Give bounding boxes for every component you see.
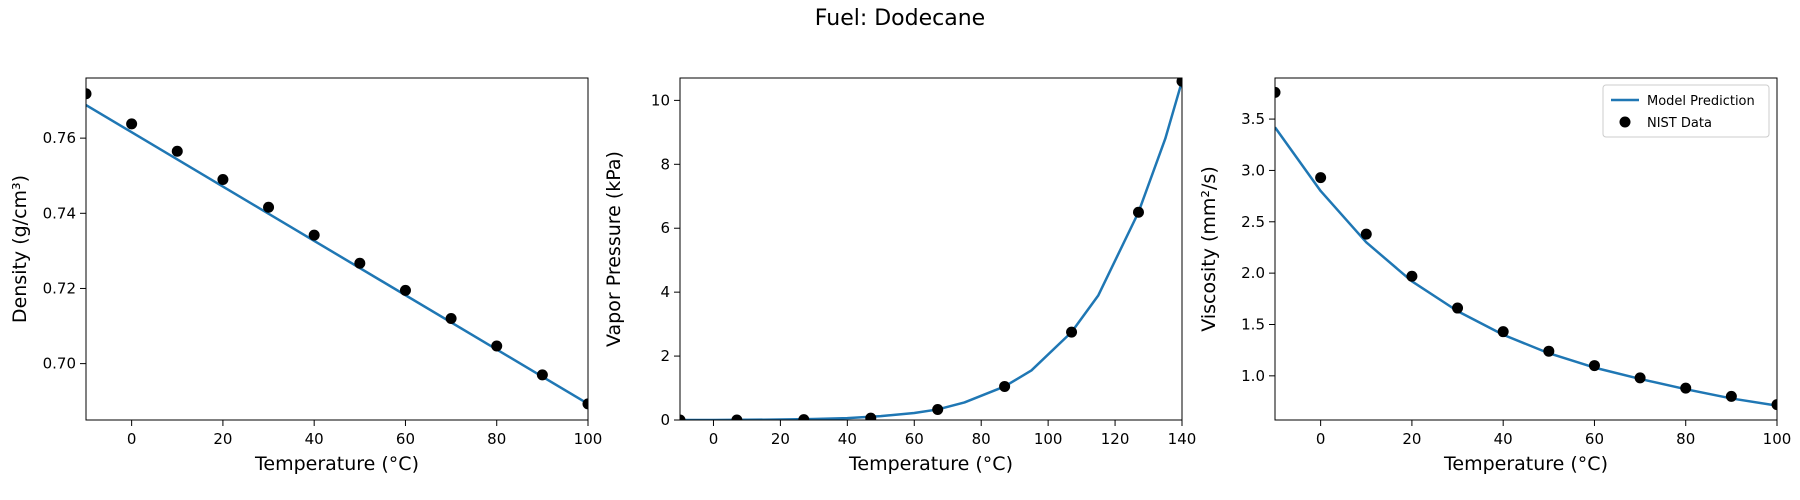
- x-tick-label: 0: [1316, 430, 1326, 448]
- x-tick-label: 100: [1763, 430, 1792, 448]
- nist-data-point: [263, 201, 275, 213]
- y-tick-label: 3.0: [1241, 161, 1265, 179]
- nist-data-point: [491, 340, 503, 352]
- nist-data-point: [126, 118, 138, 130]
- plot-area: [86, 88, 588, 410]
- y-tick-label: 8: [660, 155, 670, 173]
- nist-data-point: [1452, 302, 1464, 314]
- nist-data-point: [1315, 172, 1327, 184]
- nist-data-point: [680, 414, 686, 420]
- axes-frame: [1274, 77, 1778, 421]
- nist-data-point: [445, 313, 457, 325]
- x-tick-label: 100: [574, 430, 603, 448]
- y-tick-label: 0.76: [43, 129, 76, 147]
- y-tick-label: 1.0: [1241, 367, 1265, 385]
- y-tick-label: 10: [651, 91, 670, 109]
- x-tick-label: 80: [487, 430, 506, 448]
- x-tick-label: 40: [838, 430, 857, 448]
- x-axis-label: Temperature (°C): [1443, 453, 1608, 475]
- x-tick-label: 60: [1585, 430, 1604, 448]
- y-tick-label: 0.72: [43, 279, 76, 297]
- nist-data-point: [999, 380, 1011, 392]
- model-prediction-line: [86, 103, 588, 405]
- legend-label-nist: NIST Data: [1647, 116, 1712, 131]
- nist-data-point: [1360, 228, 1372, 240]
- x-tick-label: 40: [1494, 430, 1513, 448]
- nist-data-point: [217, 173, 229, 185]
- x-tick-label: 20: [1402, 430, 1421, 448]
- y-tick-label: 2.5: [1241, 213, 1265, 231]
- axes-frame: [85, 77, 589, 421]
- nist-data-point: [1725, 390, 1737, 402]
- nist-data-point: [171, 145, 183, 157]
- nist-data-point: [1275, 86, 1281, 98]
- subplot-3: 0 20 40 60 80 100 1.0 1.5 2.0 2.5 3.0 3.5 Temperatur…: [1198, 77, 1792, 475]
- x-tick-label: 20: [213, 430, 232, 448]
- y-axis-label: Density (g/cm³): [9, 175, 31, 323]
- x-tick-label: 140: [1168, 430, 1197, 448]
- legend-label-model: Model Prediction: [1647, 94, 1755, 109]
- x-tick-label: 20: [771, 430, 790, 448]
- x-tick-label: 80: [1676, 430, 1695, 448]
- nist-data-point: [536, 369, 548, 381]
- x-tick-label: 0: [127, 430, 137, 448]
- x-tick-label: 80: [972, 430, 991, 448]
- legend-box: [1602, 84, 1770, 138]
- subplot-2: 0 20 40 60 80 100 120 140 0 2 4 6 8 10 Temperature (°C…: [603, 77, 1197, 475]
- x-axis-label: Temperature (°C): [254, 453, 419, 475]
- model-prediction-line: [1275, 126, 1777, 407]
- axes-frame: [679, 77, 1183, 421]
- nist-data-point: [1543, 345, 1555, 357]
- y-tick-label: 2: [660, 347, 670, 365]
- x-tick-label: 60: [396, 430, 415, 448]
- y-tick-label: 3.5: [1241, 110, 1265, 128]
- nist-data-point: [1066, 326, 1078, 338]
- y-tick-label: 1.5: [1241, 315, 1265, 333]
- nist-data-point: [582, 398, 588, 410]
- legend-marker-swatch: [1619, 116, 1631, 128]
- nist-data-point: [1588, 360, 1600, 372]
- y-axis-label: Vapor Pressure (kPa): [603, 151, 625, 347]
- nist-data-point: [86, 88, 92, 100]
- nist-data-point: [399, 284, 411, 296]
- nist-data-point: [1771, 399, 1777, 411]
- nist-data-point: [798, 414, 810, 420]
- nist-data-point: [1497, 326, 1509, 338]
- nist-data-point: [308, 229, 320, 241]
- figure-title: Fuel: Dodecane: [814, 6, 986, 31]
- y-tick-label: 0.74: [43, 204, 76, 222]
- y-tick-label: 6: [660, 219, 670, 237]
- x-tick-label: 120: [1101, 430, 1130, 448]
- plot-area: [1275, 86, 1777, 411]
- x-tick-label: 40: [305, 430, 324, 448]
- nist-data-point: [731, 414, 743, 420]
- x-axis-label: Temperature (°C): [848, 453, 1013, 475]
- y-tick-label: 0.70: [43, 355, 76, 373]
- x-tick-label: 100: [1034, 430, 1063, 448]
- y-tick-label: 2.0: [1241, 264, 1265, 282]
- nist-data-point: [932, 403, 944, 415]
- y-tick-label: 0: [660, 411, 670, 429]
- subplot-1: 0 20 40 60 80 100 0.70 0.72 0.74 0.76 Temperature …: [9, 77, 603, 475]
- plot-area: [680, 78, 1182, 420]
- x-tick-label: 0: [709, 430, 719, 448]
- nist-data-point: [1634, 372, 1646, 384]
- nist-data-point: [354, 257, 366, 269]
- nist-data-point: [1406, 270, 1418, 282]
- legend: Model Prediction NIST Data: [1602, 84, 1770, 138]
- nist-data-point: [1176, 78, 1182, 87]
- y-tick-label: 4: [660, 283, 670, 301]
- x-tick-label: 60: [905, 430, 924, 448]
- nist-data-point: [865, 412, 877, 420]
- y-axis-label: Viscosity (mm²/s): [1198, 166, 1220, 332]
- nist-data-point: [1132, 206, 1144, 218]
- nist-data-point: [1680, 382, 1692, 394]
- model-prediction-line: [680, 80, 1182, 420]
